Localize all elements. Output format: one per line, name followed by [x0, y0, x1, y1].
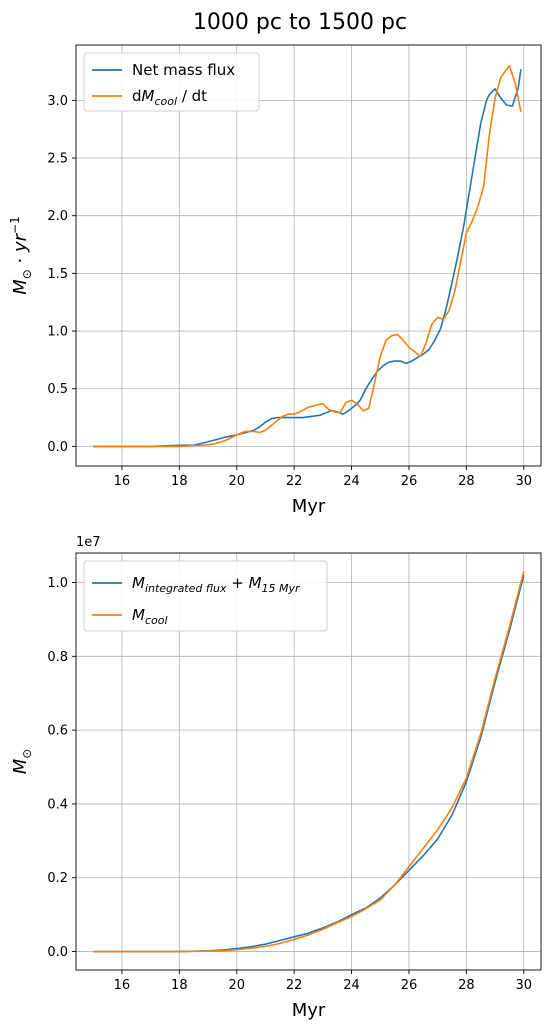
x-tick-label: 26: [401, 978, 418, 993]
top-chart-panel: 16 18 20 22 24 26 28 30 0.0 0.5 1.0 1.5 2.0 2.5 3.0 Myr…: [8, 44, 542, 517]
x-axis-label: Myr: [292, 496, 326, 517]
x-tick-label: 22: [286, 474, 303, 489]
y-tick-label: 0.5: [47, 382, 68, 397]
x-tick-label: 18: [171, 474, 188, 489]
y-axis-label: M⊙ · yr−1: [8, 216, 34, 295]
x-tick-label: 28: [458, 474, 475, 489]
plot-area: [76, 45, 541, 466]
y-tick-label: 0.0: [47, 945, 68, 960]
axes-frame: [75, 44, 542, 467]
x-tick-label: 20: [228, 978, 245, 993]
legend-label-1: Net mass flux: [132, 61, 235, 79]
y-tick-label: 0.4: [47, 797, 68, 812]
x-tick-label: 16: [114, 978, 131, 993]
y-tick-label: 0.2: [47, 871, 68, 886]
series-line-2: [93, 571, 525, 953]
axes-frame: [75, 552, 542, 971]
x-tick-label: 20: [228, 474, 245, 489]
y-tick-label: 3.0: [47, 94, 68, 109]
y-tick-label: 1.0: [47, 576, 68, 591]
x-tick-label: 22: [286, 978, 303, 993]
x-tick-label: 24: [343, 474, 360, 489]
y-tick-label: 0.0: [47, 440, 68, 455]
y-tick-label: 1.0: [47, 325, 68, 340]
x-tick-label: 30: [516, 474, 533, 489]
x-axis-label: Myr: [292, 1000, 326, 1021]
figure-title: 1000 pc to 1500 pc: [193, 10, 407, 35]
y-tick-label: 0.8: [47, 650, 68, 665]
x-tick-label: 28: [458, 978, 475, 993]
x-tick-label: 24: [343, 978, 360, 993]
x-tick-label: 26: [401, 474, 418, 489]
y-tick-label: 1.5: [47, 267, 68, 282]
x-tick-label: 30: [516, 978, 533, 993]
legend-box: [83, 52, 260, 112]
series-line-2: [93, 64, 522, 448]
legend-label-2: Mcool: [132, 606, 168, 627]
y-axis-label: M⊙: [10, 749, 34, 775]
y-tick-label: 2.0: [47, 209, 68, 224]
legend-label-1: Mintegrated flux + M15 Myr: [132, 574, 301, 595]
legend-label-2: dMcool / dt: [132, 87, 207, 108]
bottom-chart-panel: 16 18 20 22 24 26 28 30 0.0 0.2 0.4 0.6 0.8 1.0 1e7 Myr…: [10, 535, 542, 1021]
x-tick-label: 16: [114, 474, 131, 489]
x-tick-label: 18: [171, 978, 188, 993]
y-offset-text: 1e7: [76, 535, 101, 550]
y-tick-label: 2.5: [47, 152, 68, 167]
legend-box: [83, 560, 328, 632]
y-tick-label: 0.6: [47, 724, 68, 739]
